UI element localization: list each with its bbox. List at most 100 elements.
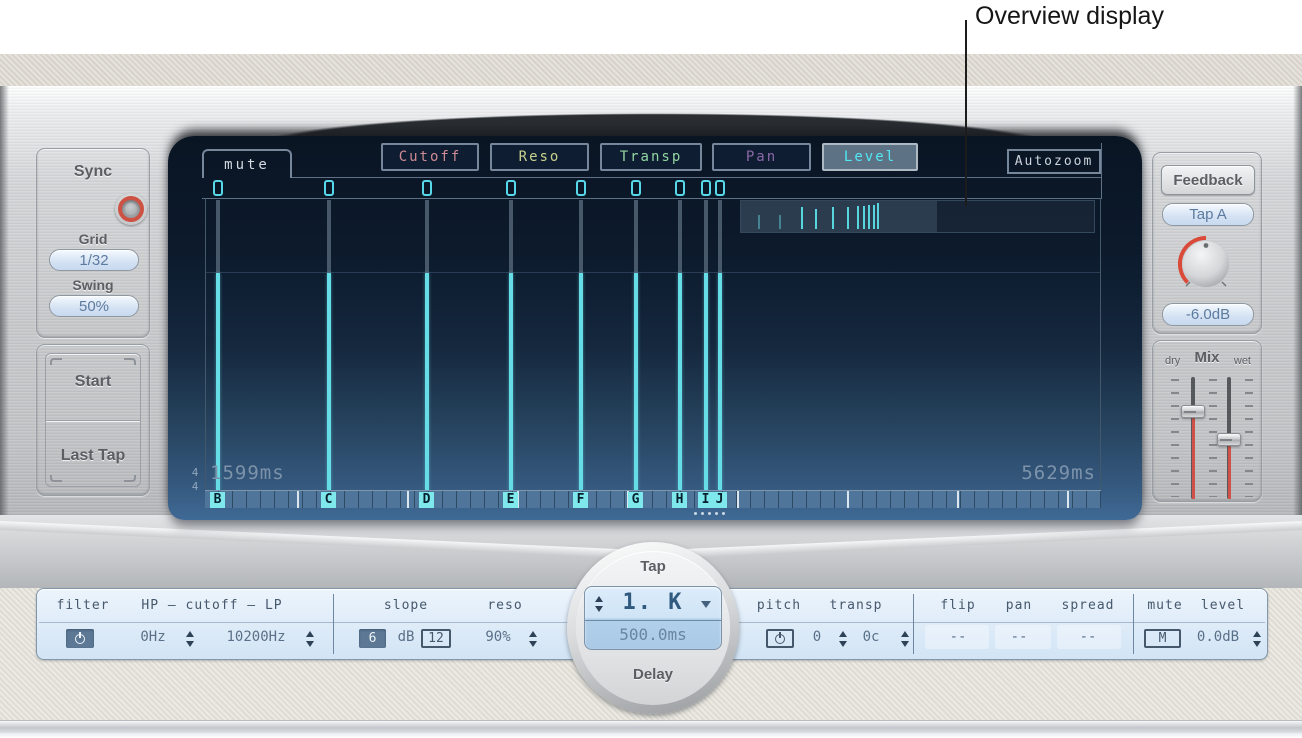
tap-letter-E[interactable]: E xyxy=(503,492,518,508)
left-edge-shade xyxy=(0,86,9,520)
tap-select-box[interactable]: 1. K 500.0ms xyxy=(584,586,722,650)
hp-cutoff-value[interactable]: 0Hz xyxy=(140,629,166,645)
tap-bar-I[interactable] xyxy=(704,200,708,490)
level-stepper[interactable] xyxy=(1253,631,1262,647)
mute-indicator-B[interactable] xyxy=(213,180,223,196)
mix-panel: Mix dry wet xyxy=(1152,340,1262,502)
tab-mute[interactable]: mute xyxy=(202,149,292,178)
wet-slider[interactable] xyxy=(1217,377,1241,499)
mute-indicator-D[interactable] xyxy=(422,180,432,196)
tap-select-stepper[interactable] xyxy=(595,596,604,612)
overflow-dots xyxy=(694,512,725,515)
overview-tap-line xyxy=(847,207,850,229)
dry-slider[interactable] xyxy=(1181,377,1205,499)
filter-power-button[interactable] xyxy=(66,629,94,648)
tap-letter-H[interactable]: H xyxy=(672,492,687,508)
start-button[interactable]: Start xyxy=(74,373,112,390)
flip-value[interactable]: -- xyxy=(949,629,967,645)
tap-bar-B[interactable] xyxy=(216,200,220,490)
delay-label: Delay xyxy=(632,666,674,683)
feedback-button[interactable]: Feedback xyxy=(1161,165,1255,195)
pitch-semitones-value[interactable]: 0 xyxy=(812,629,822,645)
semitone-stepper[interactable] xyxy=(839,631,848,647)
mute-indicator-J[interactable] xyxy=(715,180,725,196)
mute-indicator-E[interactable] xyxy=(506,180,516,196)
grid-value-field[interactable]: 1/32 xyxy=(49,249,139,271)
tap-letter-B[interactable]: B xyxy=(210,492,225,508)
slope-6db-button[interactable]: 6 xyxy=(359,629,386,648)
selected-tap-name[interactable]: 1. K xyxy=(622,590,684,615)
wet-slider-handle[interactable] xyxy=(1217,433,1241,446)
tap-bar-F[interactable] xyxy=(579,200,583,490)
tap-letter-I[interactable]: I xyxy=(698,492,713,508)
tap-bar-G[interactable] xyxy=(634,200,638,490)
tap-pad-panel: Start Last Tap xyxy=(36,344,150,496)
last-tap-button[interactable]: Last Tap xyxy=(60,447,126,464)
feedback-tap-field[interactable]: Tap A xyxy=(1162,203,1254,226)
grid-label: Grid xyxy=(78,231,108,247)
reso-stepper[interactable] xyxy=(529,631,538,647)
level-value[interactable]: 0.0dB xyxy=(1196,629,1240,645)
pan-value[interactable]: -- xyxy=(1010,629,1028,645)
param-button-level[interactable]: Level xyxy=(822,143,918,171)
mute-indicator-H[interactable] xyxy=(675,180,685,196)
mute-indicator-I[interactable] xyxy=(701,180,711,196)
tap-bar-J[interactable] xyxy=(718,200,722,490)
autozoom-button[interactable]: Autozoom xyxy=(1007,149,1101,174)
grid-bar-separator xyxy=(957,491,959,508)
tap-letter-J[interactable]: J xyxy=(712,492,727,508)
pitch-cents-value[interactable]: 0c xyxy=(862,629,880,645)
tap-letter-C[interactable]: C xyxy=(321,492,336,508)
grid-bar-separator xyxy=(297,491,299,508)
flip-header: flip xyxy=(940,598,976,613)
reso-header: reso xyxy=(487,598,523,613)
reso-value[interactable]: 90% xyxy=(485,629,511,645)
lp-stepper[interactable] xyxy=(306,631,315,647)
param-button-reso[interactable]: Reso xyxy=(490,143,589,171)
overview-tap-line xyxy=(778,215,781,229)
wet-label: wet xyxy=(1233,355,1251,367)
tap-delay-time[interactable]: 500.0ms xyxy=(619,625,687,644)
mute-button[interactable]: M xyxy=(1144,629,1181,648)
overview-tap-line xyxy=(868,205,871,229)
param-button-pan[interactable]: Pan xyxy=(712,143,811,171)
slope-12db-button[interactable]: 12 xyxy=(421,629,451,648)
cents-stepper[interactable] xyxy=(901,631,910,647)
tap-delay-circle: Tap 1. K 500.0ms Delay xyxy=(567,542,739,714)
tap-letter-D[interactable]: D xyxy=(419,492,434,508)
param-button-transp[interactable]: Transp xyxy=(600,143,702,171)
tap-letter-F[interactable]: F xyxy=(573,492,588,508)
level-reference-line xyxy=(206,272,1100,273)
overview-tap-line xyxy=(857,206,860,229)
overview-zoom-region[interactable] xyxy=(741,201,937,232)
tap-bar-D[interactable] xyxy=(425,200,429,490)
spread-value[interactable]: -- xyxy=(1079,629,1097,645)
dry-slider-handle[interactable] xyxy=(1181,405,1205,418)
mute-indicator-C[interactable] xyxy=(324,180,334,196)
overview-display[interactable] xyxy=(740,200,1095,233)
tap-bar-H[interactable] xyxy=(678,200,682,490)
tap-letter-G[interactable]: G xyxy=(628,492,643,508)
lp-cutoff-value[interactable]: 10200Hz xyxy=(226,629,286,645)
tap-bar-C[interactable] xyxy=(327,200,331,490)
sync-label: Sync xyxy=(73,163,113,180)
overview-tap-line xyxy=(877,203,880,229)
grid-bar-separator xyxy=(1067,491,1069,508)
mute-indicator-F[interactable] xyxy=(576,180,586,196)
swing-value-field[interactable]: 50% xyxy=(49,295,139,317)
sync-led-button[interactable] xyxy=(115,193,147,225)
feedback-knob[interactable] xyxy=(1174,232,1238,296)
pitch-power-button[interactable] xyxy=(766,629,794,648)
feedback-amount-field[interactable]: -6.0dB xyxy=(1162,303,1254,326)
hp-stepper[interactable] xyxy=(186,631,195,647)
tap-label: Tap xyxy=(640,558,666,575)
param-button-cutoff[interactable]: Cutoff xyxy=(381,143,479,171)
tap-bar-E[interactable] xyxy=(509,200,513,490)
mute-indicator-G[interactable] xyxy=(631,180,641,196)
main-display: mute Cutoff Reso Transp Pan Level Autozoom 1… xyxy=(168,136,1142,520)
time-signature-bottom: 4 xyxy=(191,480,199,493)
tap-dropdown-icon[interactable] xyxy=(701,601,711,608)
tap-display-area[interactable] xyxy=(205,198,1101,490)
